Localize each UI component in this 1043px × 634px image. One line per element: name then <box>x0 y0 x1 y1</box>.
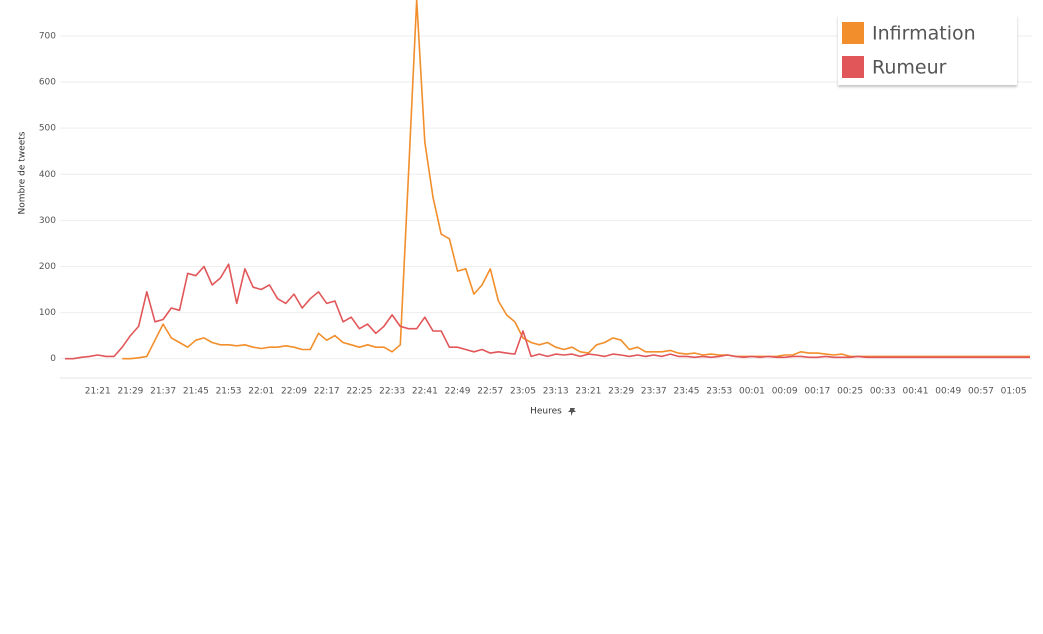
x-tick-label: 22:41 <box>412 387 438 397</box>
y-tick-label: 700 <box>39 31 56 41</box>
y-tick-label: 400 <box>39 170 56 180</box>
legend-items: Infirmation Rumeur <box>842 22 976 79</box>
x-tick-label: 23:53 <box>706 387 732 397</box>
x-tick-label: 01:05 <box>1001 387 1027 397</box>
x-tick-label: 21:53 <box>216 387 242 397</box>
legend-swatch <box>842 22 864 44</box>
x-tick-label: 00:09 <box>772 387 798 397</box>
x-tick-label: 00:49 <box>935 387 961 397</box>
legend-label: Rumeur <box>872 57 947 79</box>
x-tick-label: 23:37 <box>641 387 667 397</box>
series-line <box>122 0 1030 360</box>
x-tick-label: 00:17 <box>804 387 830 397</box>
x-tick-label: 22:57 <box>477 387 503 397</box>
x-tick-label: 23:05 <box>510 387 536 397</box>
x-tick-label: 00:41 <box>903 387 929 397</box>
x-tick-label: 22:49 <box>445 387 471 397</box>
legend-label: Infirmation <box>872 23 976 45</box>
y-tick-label: 0 <box>50 354 56 364</box>
x-tick-label: 21:29 <box>117 387 143 397</box>
x-tick-label: 23:13 <box>543 387 569 397</box>
x-tick-label: 23:21 <box>575 387 601 397</box>
y-tick-label: 100 <box>39 308 56 318</box>
x-tick-label: 22:01 <box>248 387 274 397</box>
x-tick-label: 21:37 <box>150 387 176 397</box>
y-axis-title: Nombre de tweets <box>18 131 28 214</box>
x-tick-label: 00:57 <box>968 387 994 397</box>
y-tick-label: 300 <box>39 216 56 226</box>
x-tick-label: 21:45 <box>183 387 209 397</box>
x-tick-label: 21:21 <box>85 387 111 397</box>
x-tick-label: 23:29 <box>608 387 634 397</box>
legend: Infirmation Rumeur <box>838 15 1017 85</box>
series-line <box>65 263 1030 360</box>
x-tick-label: 23:45 <box>674 387 700 397</box>
x-tick-label: 00:25 <box>837 387 863 397</box>
x-tick-label: 22:09 <box>281 387 307 397</box>
y-tick-label: 200 <box>39 262 56 272</box>
x-axis-title: Heures <box>530 407 562 417</box>
x-tick-label: 22:25 <box>346 387 372 397</box>
x-tick-label: 00:33 <box>870 387 896 397</box>
legend-box <box>838 15 1017 85</box>
y-tick-label: 500 <box>39 124 56 134</box>
grid: 0 100 200 300 400 500 600 700 21:21 21:29 21:37 21:… <box>39 31 1032 397</box>
legend-swatch <box>842 56 864 78</box>
pin-icon <box>568 408 576 416</box>
x-tick-label: 22:33 <box>379 387 405 397</box>
x-tick-label: 00:01 <box>739 387 765 397</box>
y-tick-label: 600 <box>39 78 56 88</box>
x-tick-label: 22:17 <box>314 387 340 397</box>
lines <box>65 0 1030 360</box>
